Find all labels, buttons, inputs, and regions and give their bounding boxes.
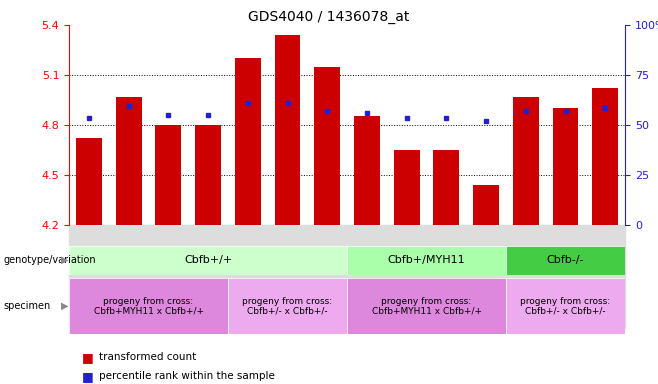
Bar	[506, 225, 545, 328]
Bar	[109, 225, 149, 328]
Bar	[354, 116, 380, 225]
Bar	[473, 185, 499, 225]
Text: progeny from cross:
Cbfb+MYH11 x Cbfb+/+: progeny from cross: Cbfb+MYH11 x Cbfb+/+	[93, 296, 203, 316]
Bar	[307, 225, 347, 328]
Text: Cbfb+/+: Cbfb+/+	[184, 255, 232, 265]
Bar	[347, 278, 506, 334]
Bar	[195, 125, 221, 225]
Bar	[315, 66, 340, 225]
Text: ■: ■	[82, 370, 98, 383]
Bar	[155, 125, 182, 225]
Bar	[387, 225, 426, 328]
Text: GDS4040 / 1436078_at: GDS4040 / 1436078_at	[248, 10, 410, 23]
Bar	[434, 150, 459, 225]
Bar	[228, 225, 268, 328]
Bar	[426, 225, 467, 328]
Bar	[467, 225, 506, 328]
Bar	[513, 96, 539, 225]
Text: progeny from cross:
Cbfb+/- x Cbfb+/-: progeny from cross: Cbfb+/- x Cbfb+/-	[242, 296, 332, 316]
Bar	[347, 246, 506, 275]
Text: genotype/variation: genotype/variation	[3, 255, 96, 265]
Bar	[545, 225, 586, 328]
Bar	[586, 225, 625, 328]
Bar	[188, 225, 228, 328]
Bar	[76, 138, 102, 225]
Bar	[149, 225, 188, 328]
Bar	[553, 108, 578, 225]
Bar	[228, 278, 347, 334]
Bar	[69, 246, 347, 275]
Bar	[274, 35, 301, 225]
Text: percentile rank within the sample: percentile rank within the sample	[99, 371, 274, 381]
Bar	[268, 225, 307, 328]
Text: specimen: specimen	[3, 301, 51, 311]
Text: Cbfb-/-: Cbfb-/-	[547, 255, 584, 265]
Text: ▶: ▶	[61, 255, 68, 265]
Bar	[393, 150, 420, 225]
Text: progeny from cross:
Cbfb+/- x Cbfb+/-: progeny from cross: Cbfb+/- x Cbfb+/-	[520, 296, 611, 316]
Bar	[347, 225, 387, 328]
Bar	[506, 246, 625, 275]
Text: Cbfb+/MYH11: Cbfb+/MYH11	[388, 255, 465, 265]
Bar	[592, 88, 618, 225]
Text: ■: ■	[82, 351, 98, 364]
Bar	[116, 96, 141, 225]
Text: transformed count: transformed count	[99, 352, 196, 362]
Bar	[235, 58, 261, 225]
Bar	[506, 278, 625, 334]
Bar	[69, 278, 228, 334]
Text: progeny from cross:
Cbfb+MYH11 x Cbfb+/+: progeny from cross: Cbfb+MYH11 x Cbfb+/+	[372, 296, 482, 316]
Text: ▶: ▶	[61, 301, 68, 311]
Bar	[69, 225, 109, 328]
